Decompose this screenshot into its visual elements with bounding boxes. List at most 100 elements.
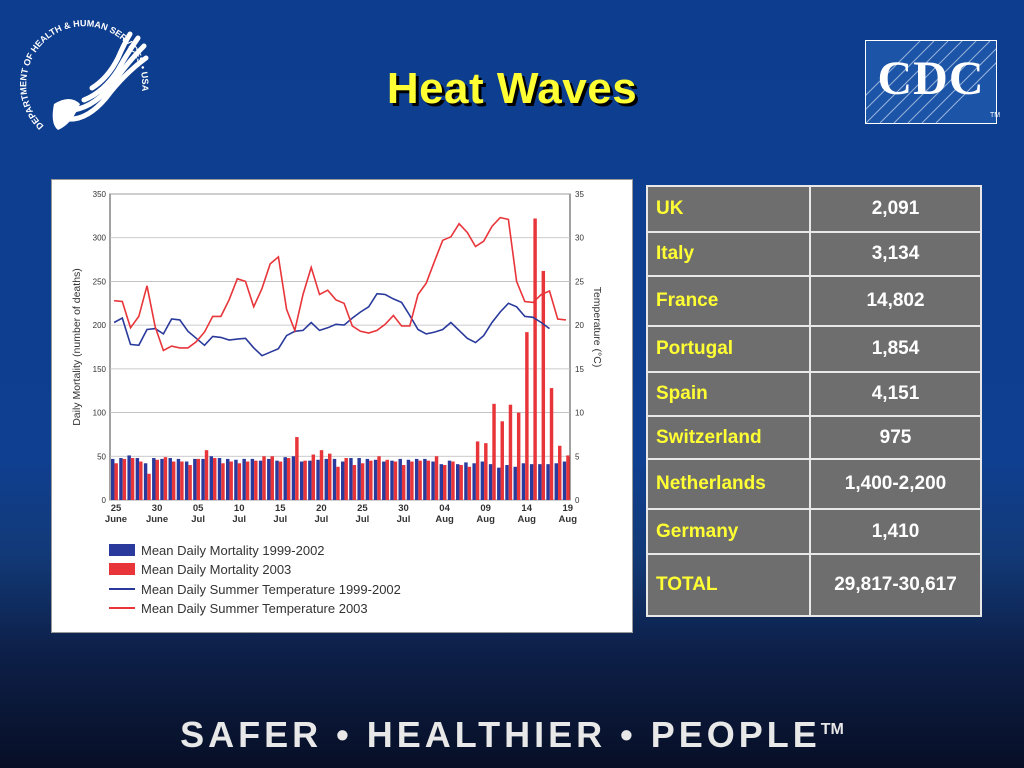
x-tick-day: 30: [398, 503, 409, 514]
x-tick-month: June: [146, 514, 168, 525]
cdc-logo: CDC: [865, 40, 997, 124]
bar-2003: [295, 437, 299, 500]
table-row: Netherlands 1,400-2,200: [646, 458, 982, 510]
y-right-tick-label: 15: [575, 365, 584, 374]
y-right-tick-label: 5: [575, 452, 580, 461]
line-temp-2003: [114, 216, 566, 352]
bar-2003: [516, 412, 521, 500]
bar-1999-2002: [258, 460, 263, 500]
bar-2003: [352, 465, 357, 500]
cdc-trademark: TM: [990, 112, 1001, 119]
bar-1999-2002: [439, 464, 444, 500]
x-tick-month: June: [105, 514, 127, 525]
bar-1999-2002: [160, 458, 164, 500]
bar-2003: [549, 388, 554, 500]
heat-wave-deaths-table: UK 2,091 Italy 3,134 France 14,802 Portugal 1,8…: [646, 185, 982, 617]
bar-2003: [147, 473, 151, 500]
bar-1999-2002: [505, 465, 509, 500]
cdc-logo-text: CDC: [877, 52, 985, 105]
bar-1999-2002: [283, 457, 287, 500]
bar-2003: [360, 463, 365, 500]
bar-1999-2002: [398, 458, 402, 500]
y-right-tick-label: 30: [575, 234, 584, 243]
bar-1999-2002: [316, 459, 320, 500]
bar-1999-2002: [373, 459, 378, 500]
bar-2003: [385, 459, 389, 500]
x-tick-month: Aug: [476, 514, 495, 525]
bar-1999-2002: [242, 458, 246, 500]
deaths-cell: 1,854: [809, 325, 982, 373]
legend-swatch: [109, 563, 135, 575]
bar-1999-2002: [267, 458, 271, 500]
x-tick-month: Aug: [517, 514, 536, 525]
bar-1999-2002: [554, 463, 559, 500]
bar-1999-2002: [529, 464, 534, 500]
bar-1999-2002: [152, 458, 156, 500]
x-tick-month: Jul: [232, 514, 246, 525]
bar-2003: [426, 460, 431, 500]
bar-2003: [508, 404, 513, 500]
x-tick-month: Jul: [191, 514, 205, 525]
deaths-cell: 975: [809, 415, 982, 460]
y-tick-label: 250: [93, 277, 107, 286]
slogan-text: SAFER • HEALTHIER • PEOPLE: [180, 714, 821, 755]
bar-2003: [204, 450, 209, 500]
bar-1999-2002: [464, 462, 468, 500]
cdc-logo-stripes: [866, 41, 996, 123]
bar-1999-2002: [341, 461, 345, 500]
bar-2003: [484, 443, 488, 500]
bar-2003: [196, 458, 201, 500]
country-cell: Spain: [646, 371, 811, 417]
bar-2003: [451, 461, 455, 500]
bar-2003: [319, 450, 324, 500]
bar-1999-2002: [324, 458, 329, 500]
y-right-tick-label: 0: [575, 496, 580, 505]
y-tick-label: 50: [97, 452, 106, 461]
bar-1999-2002: [209, 456, 214, 500]
y-right-tick-label: 25: [575, 277, 584, 286]
bar-1999-2002: [456, 464, 460, 500]
x-tick-day: 09: [480, 503, 491, 514]
bar-1999-2002: [472, 463, 476, 500]
bar-1999-2002: [488, 464, 493, 500]
country-cell: Switzerland: [646, 415, 811, 460]
deaths-cell: 2,091: [809, 185, 982, 233]
bar-2003: [130, 458, 135, 500]
y-tick-label: 150: [93, 365, 107, 374]
bar-1999-2002: [538, 464, 542, 500]
bar-1999-2002: [562, 461, 567, 500]
legend-entry: Mean Daily Mortality 1999-2002: [141, 543, 325, 558]
bar-2003: [311, 454, 316, 500]
country-cell: Germany: [646, 508, 811, 555]
country-cell: Netherlands: [646, 458, 811, 510]
bar-2003: [393, 461, 398, 500]
country-cell: Italy: [646, 231, 811, 277]
country-cell: France: [646, 275, 811, 327]
bar-1999-2002: [127, 455, 131, 500]
bar-2003: [188, 465, 192, 500]
bar-2003: [566, 455, 570, 500]
y-axis-label: Daily Mortality (number of deaths): [71, 268, 83, 426]
chart-svg: 05010015020025030035005101520253035Daily…: [71, 190, 603, 616]
bar-1999-2002: [201, 458, 205, 500]
country-cell: UK: [646, 185, 811, 233]
bar-1999-2002: [250, 458, 255, 500]
x-tick-day: 15: [275, 503, 286, 514]
x-tick-day: 04: [439, 503, 450, 514]
x-tick-day: 14: [521, 503, 532, 514]
bar-2003: [303, 460, 307, 500]
bar-2003: [221, 463, 225, 500]
bar-2003: [155, 459, 159, 500]
legend-entry: Mean Daily Summer Temperature 2003: [141, 601, 368, 616]
x-tick-month: Jul: [314, 514, 328, 525]
x-tick-month: Aug: [559, 514, 578, 525]
table-row: France 14,802: [646, 275, 982, 327]
x-tick-month: Aug: [435, 514, 454, 525]
bar-1999-2002: [217, 458, 222, 500]
bar-1999-2002: [357, 458, 361, 500]
bar-1999-2002: [193, 458, 197, 500]
table-row: TOTAL 29,817-30,617: [646, 553, 982, 617]
bar-2003: [525, 332, 529, 500]
bar-2003: [328, 453, 332, 500]
table-row: Switzerland 975: [646, 415, 982, 460]
